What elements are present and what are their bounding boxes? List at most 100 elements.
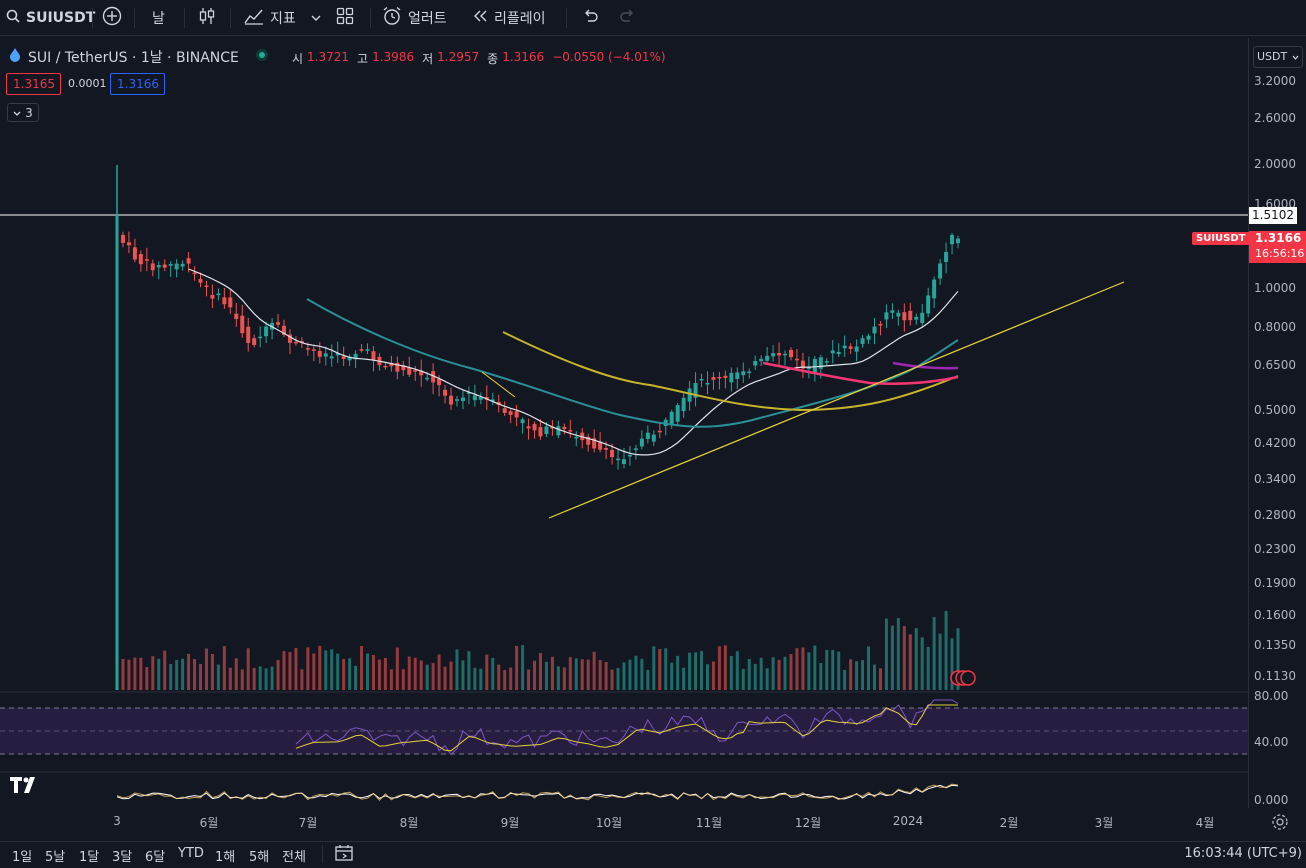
timeframe-button[interactable]: 1일 (12, 850, 33, 865)
candle-body (633, 448, 638, 450)
candle-body (639, 438, 644, 447)
candle-body (878, 323, 883, 326)
candle-body (449, 395, 454, 405)
undo-button[interactable] (582, 0, 598, 36)
candle-body (174, 263, 179, 270)
candle-body (657, 430, 662, 433)
sell-price-button[interactable]: 1.3165 (6, 73, 61, 95)
rsi-line (295, 699, 959, 756)
candle-body (240, 315, 245, 334)
timeframe-button[interactable]: 1해 (215, 850, 236, 865)
volume-bar (872, 664, 876, 690)
volume-bar (574, 658, 578, 690)
candle-body (621, 459, 626, 464)
buy-price-button[interactable]: 1.3166 (110, 73, 165, 95)
timeframe-button[interactable]: 전체 (282, 850, 306, 865)
candle-body (287, 334, 292, 343)
timeframe-button[interactable]: 5해 (249, 850, 270, 865)
ohlc-values: 시 1.3721 고 1.3986 저 1.2957 종 1.3166 −0.0550 … (292, 50, 666, 67)
candle-body (729, 372, 734, 383)
price-axis-tick: 0.1350 (1254, 638, 1296, 652)
tradingview-logo[interactable] (10, 777, 40, 797)
volume-bar (276, 659, 280, 690)
candle-body (514, 411, 519, 418)
economic-event-icon (960, 670, 976, 686)
high-label: 고 (357, 52, 369, 66)
candle-body (168, 264, 173, 266)
osc-axis-tick: 0.000 (1254, 793, 1289, 807)
candle-body (282, 325, 287, 335)
replay-button[interactable]: 리플레이 (472, 0, 546, 36)
volume-bar (252, 667, 256, 690)
go-to-date-button[interactable] (334, 844, 354, 866)
symbol-description[interactable]: SUI / TetherUS · 1날 · BINANCE (28, 50, 239, 66)
candle-body (180, 263, 185, 267)
volume-bar (497, 664, 501, 690)
candle-body (574, 436, 579, 439)
volume-bar (861, 660, 865, 690)
volume-bar (765, 668, 769, 690)
timeframe-button[interactable]: 1달 (79, 850, 100, 865)
candle-body (926, 295, 931, 314)
toolbar-divider (566, 8, 567, 28)
candle-body (681, 397, 686, 412)
candle-body (818, 357, 823, 369)
open-label: 시 (292, 52, 304, 66)
candle-body (502, 408, 507, 413)
candle-body (788, 349, 793, 358)
indicators-collapse-button[interactable]: 3 (7, 103, 39, 122)
compare-symbol-button[interactable] (102, 0, 122, 36)
volume-bar (288, 652, 292, 690)
volume-bar (682, 667, 686, 690)
candle-body (258, 336, 263, 339)
ma-red-line (762, 361, 959, 385)
volume-bar (944, 611, 948, 690)
volume-bar (467, 651, 471, 690)
price-chart[interactable] (0, 38, 1248, 808)
candle-body (616, 458, 621, 461)
candle-body (359, 349, 364, 351)
candle-body (365, 349, 370, 351)
volume-bar (550, 656, 554, 690)
price-axis-tick: 0.2300 (1254, 542, 1296, 556)
candle-body (860, 338, 865, 344)
volume-bar (145, 666, 149, 690)
volume-bar (300, 669, 304, 690)
price-axis-tick: 2.0000 (1254, 157, 1296, 171)
volume-bar (741, 668, 745, 690)
layouts-button[interactable] (336, 0, 354, 36)
candle-body (443, 389, 448, 396)
price-axis[interactable]: USDT (1248, 38, 1306, 808)
candle-body (419, 370, 424, 376)
volume-bar (723, 645, 727, 690)
interval-button[interactable]: 날 (152, 0, 165, 36)
volume-bar (151, 656, 155, 690)
volume-bar (902, 626, 906, 690)
chart-settings-button[interactable] (1271, 813, 1289, 835)
timeframe-button[interactable]: YTD (178, 846, 204, 861)
candle-body (210, 295, 215, 299)
timezone-clock[interactable]: 16:03:44 (UTC+9) (1184, 846, 1302, 861)
timeframe-button[interactable]: 5날 (45, 850, 66, 865)
candle-body (508, 411, 513, 415)
volume-bar (580, 659, 584, 690)
price-axis-tick: 1.0000 (1254, 281, 1296, 295)
candle-body (293, 341, 298, 344)
timeframe-button[interactable]: 3달 (112, 850, 133, 865)
candle-body (186, 258, 191, 264)
chart-type-button[interactable] (198, 0, 216, 36)
volume-bar (264, 668, 268, 690)
indicators-dropdown-button[interactable] (311, 0, 321, 36)
toolbar-divider (92, 8, 93, 28)
volume-bar (544, 661, 548, 690)
alerts-button[interactable]: 얼러트 (382, 0, 447, 36)
redo-button[interactable] (620, 0, 636, 36)
indicators-button[interactable]: 지표 (244, 0, 296, 36)
volume-bar (735, 651, 739, 690)
symbol-search-button[interactable]: SUIUSDT (6, 0, 95, 36)
volume-bar (729, 656, 733, 690)
volume-bar (914, 628, 918, 690)
currency-selector[interactable]: USDT (1253, 46, 1303, 68)
candle-body (538, 427, 543, 437)
timeframe-button[interactable]: 6달 (145, 850, 166, 865)
